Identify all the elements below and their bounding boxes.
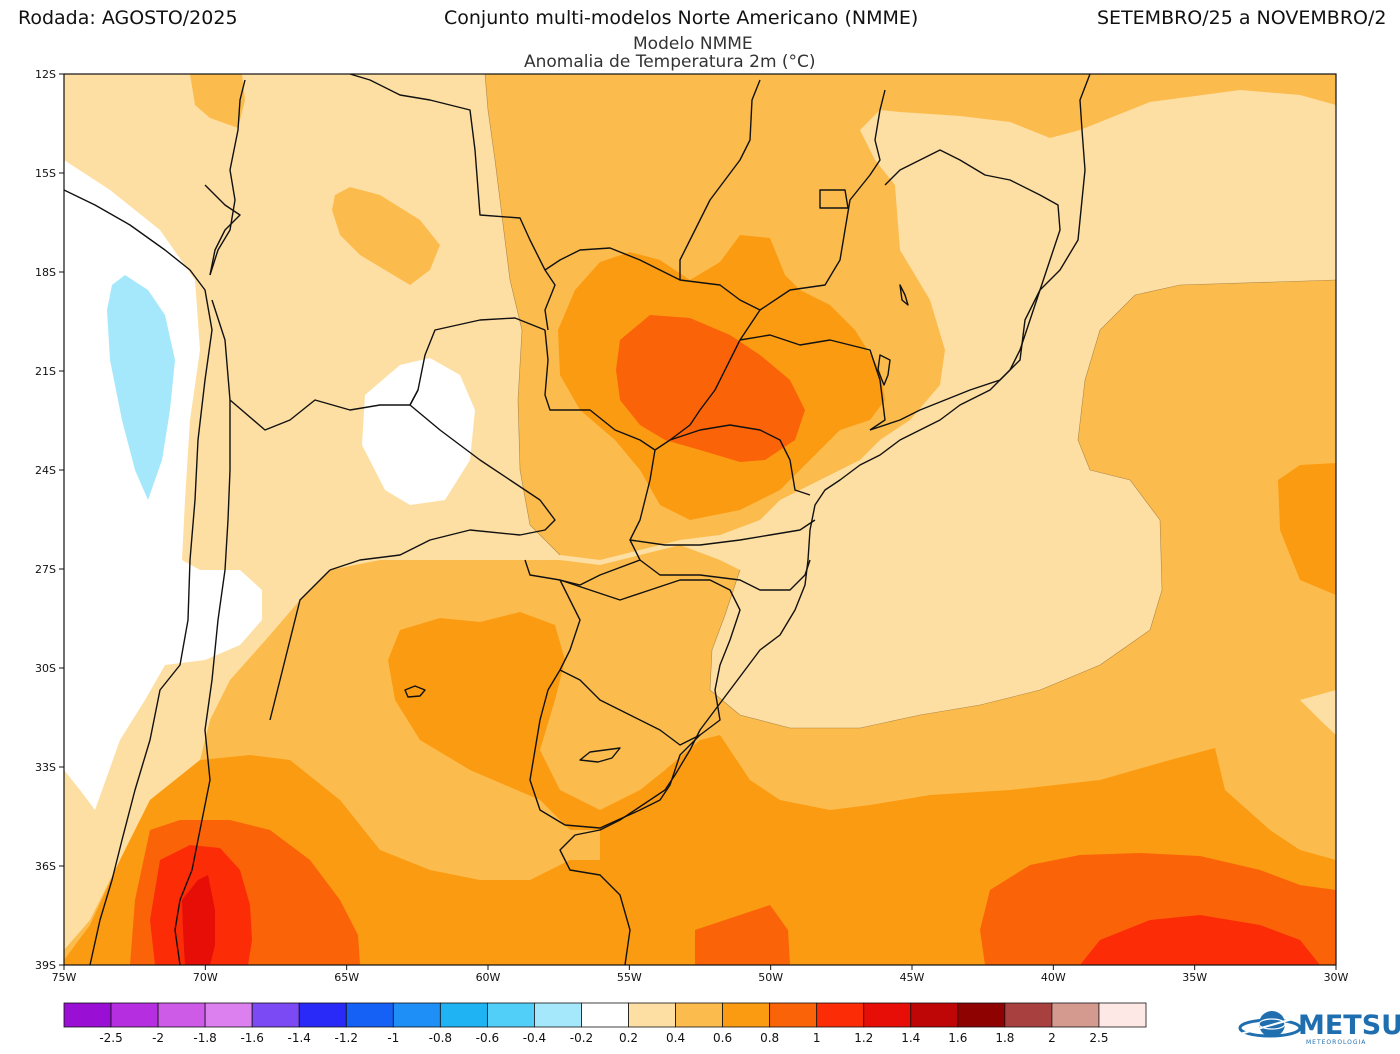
colorbar-label: 1 — [813, 1031, 821, 1045]
lat-tick-label: 39S — [35, 959, 56, 972]
ensemble-title: Conjunto multi-modelos Norte Americano (… — [444, 7, 919, 29]
lat-tick-label: 33S — [35, 761, 56, 774]
colorbar-swatch — [110, 1002, 159, 1028]
model-name: Modelo NMME — [633, 34, 753, 54]
colorbar-swatch — [251, 1002, 300, 1028]
colorbar-label: 0.6 — [713, 1031, 732, 1045]
colorbar-swatch — [1098, 1002, 1147, 1028]
forecast-period: SETEMBRO/25 a NOVEMBRO/2 — [1097, 7, 1387, 29]
field-06-east — [1278, 463, 1336, 595]
colorbar-label: -0.8 — [429, 1031, 452, 1045]
lon-tick-label: 35W — [1182, 971, 1207, 984]
logo-tagline: METEOROLOGIA — [1306, 1039, 1367, 1046]
lat-tick-label: 30S — [35, 662, 56, 675]
colorbar-swatch — [534, 1002, 582, 1028]
colorbar-swatch — [439, 1002, 488, 1028]
colorbar-swatch — [204, 1002, 253, 1028]
colorbar-label: 0.4 — [666, 1031, 685, 1045]
colorbar-swatch — [486, 1002, 535, 1028]
colorbar-swatch — [63, 1002, 112, 1028]
lon-tick-label: 40W — [1041, 971, 1066, 984]
field-04-ne — [880, 74, 1336, 138]
colorbar-label: 1.2 — [854, 1031, 873, 1045]
lon-tick-label: 60W — [476, 971, 501, 984]
colorbar-swatch — [298, 1002, 347, 1028]
map-frame — [63, 73, 1337, 966]
colorbar-swatch — [722, 1002, 771, 1028]
lat-tick-label: 18S — [35, 266, 56, 279]
colorbar: -2.5 -2 -1.8 -1.6 -1.4 -1.2 -1 -0.8 -0.6 -0.4 -0.2… — [63, 1002, 1147, 1045]
run-label: Rodada: AGOSTO/2025 — [18, 7, 238, 29]
colorbar-swatch — [1004, 1002, 1053, 1028]
field-08-center — [616, 315, 805, 462]
lat-tick-label: 21S — [35, 365, 56, 378]
colorbar-label: 1.4 — [901, 1031, 920, 1045]
field-08-ocean-west — [695, 905, 790, 965]
metsul-logo: METSUL METEOROLOGIA — [1232, 1004, 1400, 1050]
colorbar-swatch — [675, 1002, 724, 1028]
lat-tick-label: 12S — [35, 68, 56, 81]
colorbar-swatch — [345, 1002, 394, 1028]
lon-tick-label: 75W — [52, 971, 77, 984]
colorbar-label: 2.5 — [1089, 1031, 1108, 1045]
colorbar-label: -1 — [387, 1031, 399, 1045]
colorbar-swatch — [816, 1002, 865, 1028]
field-04-bolivia — [332, 187, 440, 285]
lon-tick-label: 30W — [1324, 971, 1349, 984]
longitude-axis: 75W 70W 65W 60W 55W 50W 45W 40W 35W 30W — [52, 965, 1349, 984]
field-negative-anomaly — [107, 275, 175, 500]
globe-icon — [1238, 1011, 1302, 1038]
colorbar-swatch — [628, 1002, 676, 1028]
logo-wordmark: METSUL — [1298, 1010, 1400, 1041]
field-12-core — [182, 875, 215, 965]
colorbar-label: 1.8 — [995, 1031, 1014, 1045]
colorbar-label: -0.2 — [570, 1031, 593, 1045]
lon-tick-label: 50W — [758, 971, 783, 984]
lon-tick-label: 65W — [334, 971, 359, 984]
colorbar-label: 0.2 — [619, 1031, 638, 1045]
lon-tick-label: 55W — [617, 971, 642, 984]
latitude-axis: 12S 15S 18S 21S 24S 27S 30S 33S 36S 39S — [35, 68, 64, 972]
colorbar-label: -0.4 — [523, 1031, 546, 1045]
colorbar-label: -2 — [152, 1031, 164, 1045]
colorbar-swatch — [863, 1002, 912, 1028]
colorbar-swatch — [392, 1002, 441, 1028]
colorbar-swatch — [957, 1002, 1006, 1028]
colorbar-label: -2.5 — [99, 1031, 122, 1045]
variable-title: Anomalia de Temperatura 2m (°C) — [524, 52, 816, 72]
field-04-nw — [190, 74, 245, 128]
anomaly-field — [64, 74, 1336, 965]
lat-tick-label: 15S — [35, 167, 56, 180]
colorbar-swatch — [581, 1002, 629, 1028]
colorbar-label: -1.2 — [335, 1031, 358, 1045]
lat-tick-label: 36S — [35, 860, 56, 873]
field-10-ocean — [1080, 915, 1320, 965]
lat-tick-label: 27S — [35, 563, 56, 576]
colorbar-label: -1.6 — [240, 1031, 263, 1045]
colorbar-label: -1.8 — [193, 1031, 216, 1045]
colorbar-label: -0.6 — [476, 1031, 499, 1045]
colorbar-label: 0.8 — [760, 1031, 779, 1045]
lon-tick-label: 70W — [193, 971, 218, 984]
colorbar-label: -1.4 — [288, 1031, 311, 1045]
field-02-se-edge — [1300, 690, 1336, 735]
colorbar-swatch — [910, 1002, 959, 1028]
field-neutral-chaco — [362, 358, 475, 505]
political-boundaries — [64, 74, 1091, 965]
colorbar-swatch — [157, 1002, 206, 1028]
lat-tick-label: 24S — [35, 464, 56, 477]
lon-tick-label: 45W — [900, 971, 925, 984]
colorbar-label: 1.6 — [948, 1031, 967, 1045]
colorbar-swatch — [1051, 1002, 1100, 1028]
colorbar-swatch — [769, 1002, 818, 1028]
colorbar-label: 2 — [1048, 1031, 1056, 1045]
